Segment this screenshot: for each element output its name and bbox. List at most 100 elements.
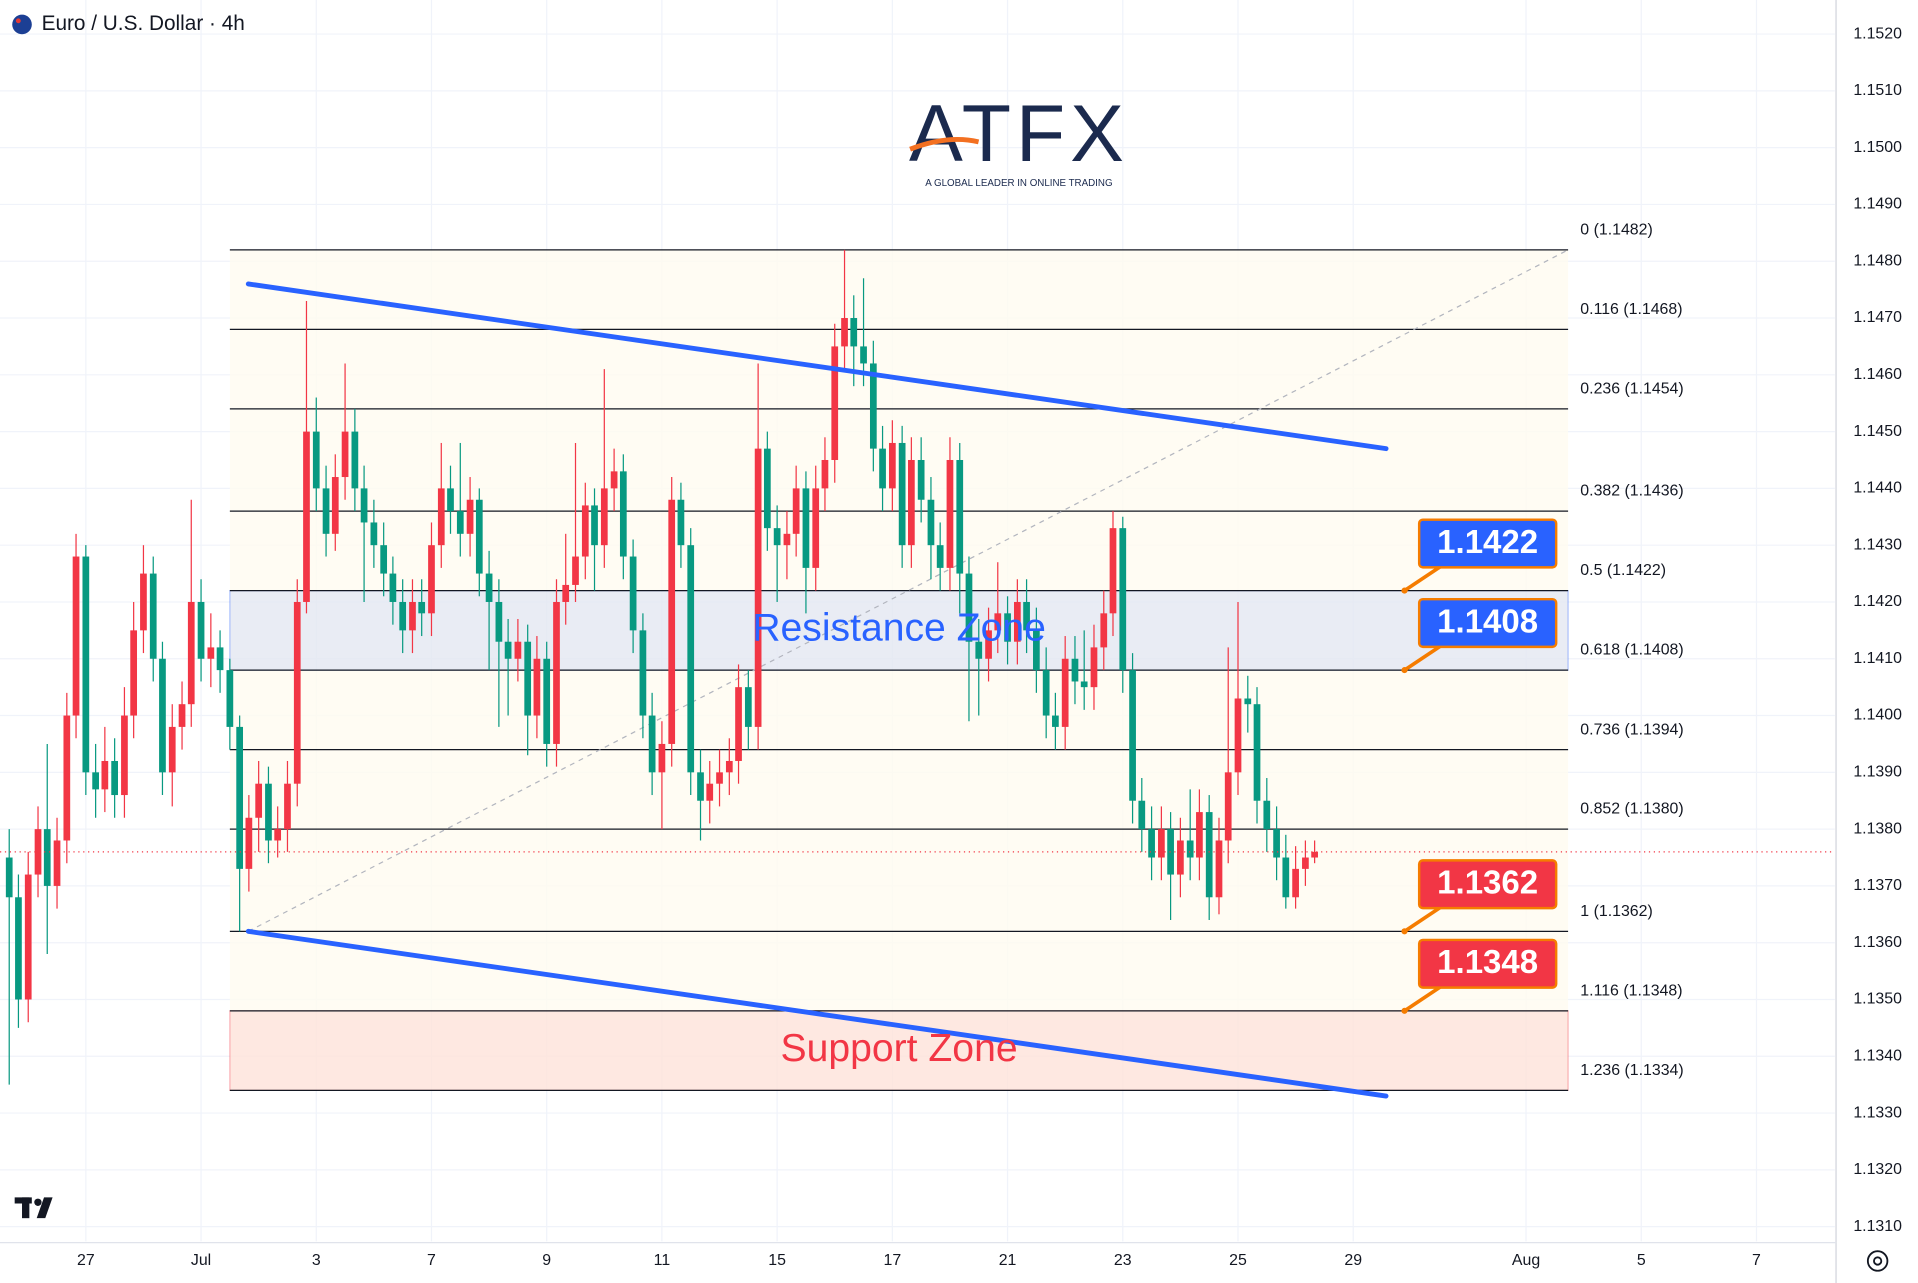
candle-body: [735, 687, 742, 761]
zone-label: Support Zone: [781, 1027, 1018, 1070]
candle-body: [946, 459, 954, 568]
flag-icon: [12, 14, 32, 35]
fib-label: 0.736 (1.1394): [1580, 721, 1683, 738]
candle-body: [773, 528, 781, 546]
settings-icon-core[interactable]: [1873, 1256, 1883, 1266]
candle-body: [965, 573, 973, 642]
candle-body: [475, 499, 483, 574]
candle-body: [1292, 868, 1299, 898]
candle-body: [1061, 658, 1069, 727]
candle-body: [101, 760, 109, 790]
y-tick-label: 1.1490: [1853, 196, 1902, 213]
candle-body: [1148, 829, 1155, 858]
candle-body: [1186, 840, 1194, 858]
candle-body: [274, 829, 282, 841]
candle-body: [677, 499, 685, 546]
candle-body: [24, 874, 32, 1000]
candle-body: [706, 783, 714, 801]
y-tick-label: 1.1390: [1853, 764, 1902, 781]
candle-body: [553, 601, 560, 744]
candle-body: [1205, 812, 1213, 898]
candle-body: [1090, 647, 1098, 688]
candle-body: [1109, 528, 1117, 614]
fib-label: 0.5 (1.1422): [1580, 562, 1666, 579]
y-tick-label: 1.1430: [1853, 536, 1902, 553]
fib-label: 0 (1.1482): [1580, 222, 1652, 239]
tag-anchor: [1401, 928, 1408, 935]
candle-body: [504, 641, 512, 659]
candle-body: [821, 459, 829, 489]
candle-body: [629, 556, 637, 631]
x-tick-label: 3: [312, 1252, 321, 1269]
candle-body: [985, 630, 992, 659]
settings-icon[interactable]: [1866, 1250, 1889, 1272]
candle-body: [34, 829, 42, 875]
x-tick-label: Jul: [191, 1252, 211, 1269]
candle-body: [888, 442, 896, 489]
candle-body: [716, 772, 723, 784]
candle-body: [1080, 681, 1088, 688]
y-tick-label: 1.1420: [1853, 593, 1902, 610]
fib-label: 1 (1.1362): [1580, 903, 1652, 920]
candle-body: [1119, 528, 1127, 671]
candle-body: [1263, 800, 1271, 830]
candle-body: [524, 641, 532, 716]
y-tick-label: 1.1440: [1853, 480, 1902, 497]
candle-body: [245, 817, 253, 869]
candle-body: [792, 488, 800, 534]
x-tick-label: Aug: [1512, 1252, 1540, 1269]
x-tick-label: 5: [1637, 1252, 1646, 1269]
candle-body: [197, 601, 205, 659]
tv-logo: [14, 1197, 53, 1219]
candle-body: [216, 647, 224, 671]
candle-body: [360, 488, 368, 523]
candle-body: [428, 545, 435, 614]
candle-body: [15, 897, 22, 1000]
candle-body: [1215, 840, 1223, 898]
candle-body: [572, 556, 579, 585]
candle-body: [908, 459, 915, 546]
candle-body: [1014, 601, 1021, 642]
fib-label: 0.236 (1.1454): [1580, 381, 1683, 398]
candle-body: [466, 499, 474, 534]
candle-body: [437, 488, 445, 546]
candle-body: [1052, 715, 1059, 727]
logo-swoosh: [909, 136, 980, 152]
candle-body: [140, 573, 147, 631]
y-tick-label: 1.1410: [1853, 650, 1902, 667]
y-tick-label: 1.1460: [1853, 366, 1902, 383]
candle-body: [1033, 630, 1040, 671]
tag-label: 1.1348: [1437, 943, 1538, 980]
candle-body: [121, 715, 128, 796]
candle-body: [236, 726, 244, 869]
candle-body: [600, 488, 608, 546]
trendline: [245, 928, 1389, 1099]
tv-logo-stem: [22, 1197, 30, 1219]
candle-body: [860, 346, 867, 364]
candle-body: [265, 783, 272, 841]
candle-body: [543, 658, 551, 744]
tag-label: 1.1362: [1437, 864, 1538, 901]
candle-body: [284, 783, 291, 830]
tag-label: 1.1422: [1437, 523, 1538, 560]
tag-anchor: [1401, 587, 1408, 594]
y-tick-label: 1.1360: [1853, 934, 1902, 951]
candle-body: [917, 459, 925, 500]
candle-body: [936, 545, 944, 568]
candle-body: [619, 471, 627, 557]
candle-body: [331, 477, 339, 534]
candle-body: [1196, 812, 1203, 858]
candle-body: [82, 556, 90, 773]
candle-body: [898, 442, 906, 546]
candle-body: [255, 783, 263, 818]
y-tick-label: 1.1350: [1853, 991, 1902, 1008]
candle-body: [168, 726, 176, 773]
candle-body: [351, 431, 359, 489]
settings-button[interactable]: [1866, 1250, 1889, 1272]
y-tick-label: 1.1470: [1853, 309, 1902, 326]
zone-label: Resistance Zone: [752, 607, 1046, 650]
candle-body: [783, 533, 791, 546]
candle-body: [389, 573, 397, 602]
candle-body: [581, 505, 589, 557]
